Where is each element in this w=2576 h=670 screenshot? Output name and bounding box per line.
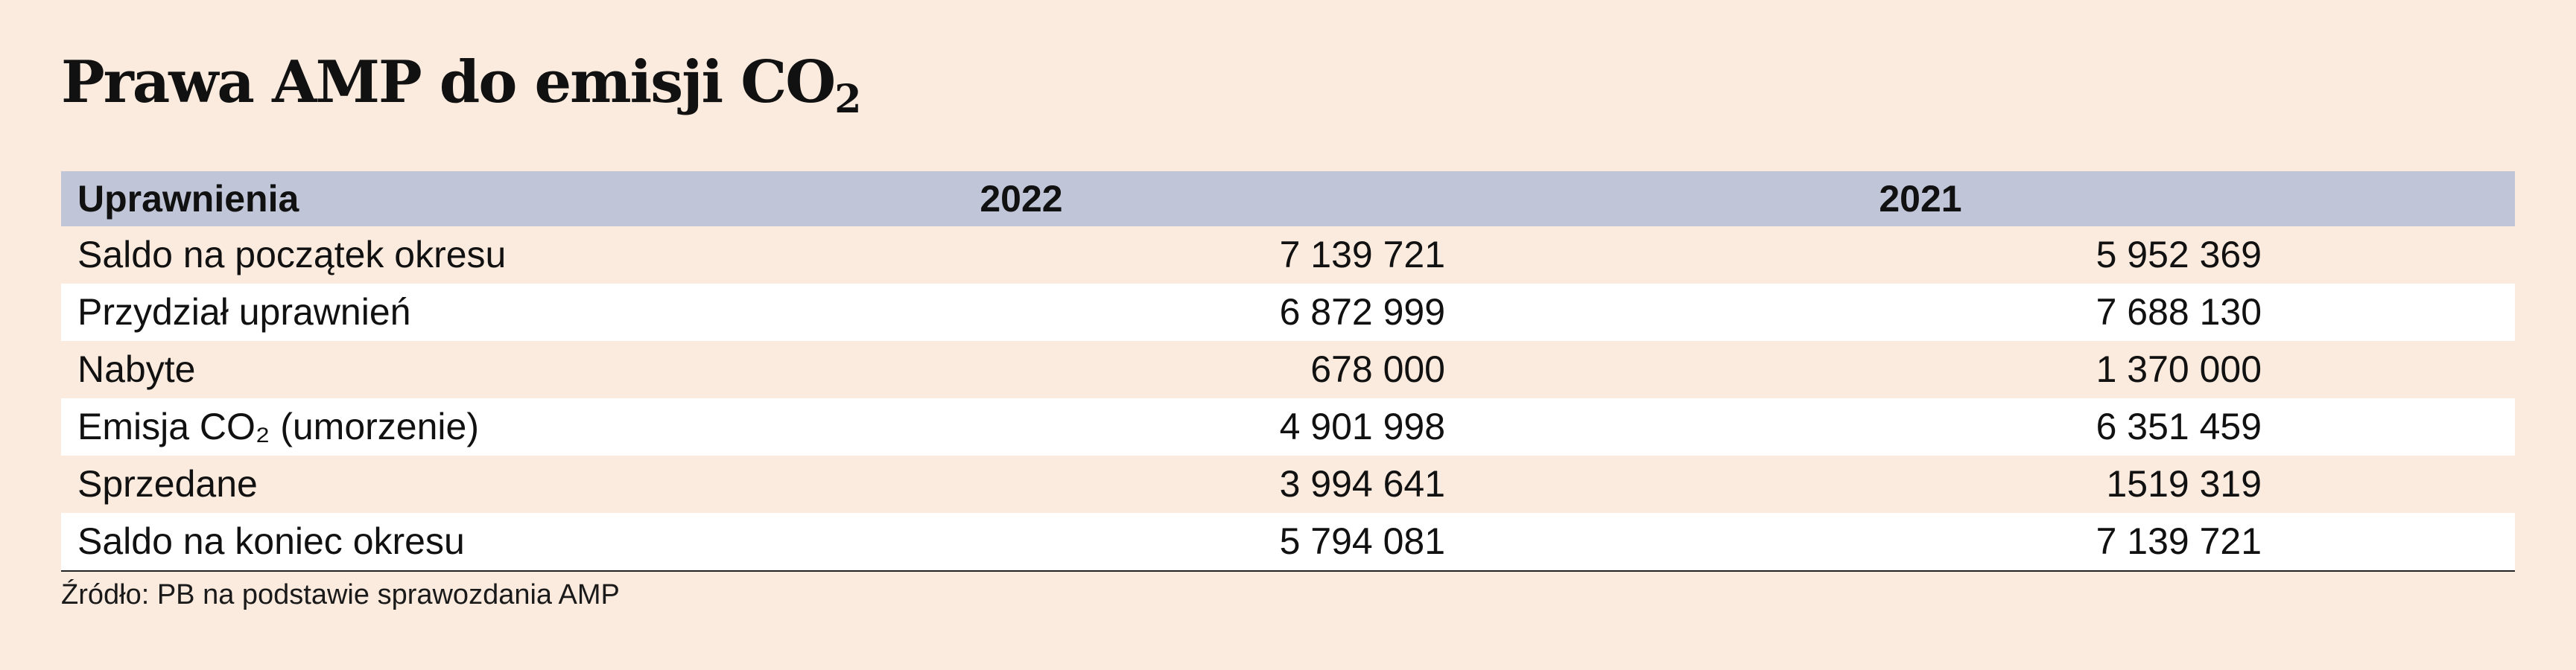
row-label: Sprzedane <box>77 463 258 505</box>
cell-2021: 1 370 000 <box>2096 348 2262 390</box>
cell-2022: 6 872 999 <box>1279 291 1445 333</box>
column-header-2022: 2022 <box>980 178 1063 220</box>
cell-2022: 678 000 <box>1310 348 1445 390</box>
row-label: Saldo na koniec okresu <box>61 513 508 572</box>
table-header-row: Uprawnienia 2022 2021 <box>61 171 2515 226</box>
table-row: Saldo na początek okresu 7 139 721 5 952… <box>61 226 2515 284</box>
cell-2021: 6 351 459 <box>2096 406 2262 447</box>
row-spacer <box>2262 456 2515 513</box>
column-header-label: Uprawnienia <box>77 178 299 220</box>
table-row: Przydział uprawnień 6 872 999 7 688 130 <box>61 284 2515 341</box>
cell-2022: 3 994 641 <box>1279 463 1445 505</box>
row-spacer <box>2262 284 2515 341</box>
cell-2021: 7 139 721 <box>1445 513 2262 572</box>
header-spacer <box>2262 171 2515 226</box>
cell-2022: 4 901 998 <box>1279 406 1445 447</box>
chart-title-subscript: 2 <box>834 77 861 122</box>
table-row: Saldo na koniec okresu 5 794 081 7 139 7… <box>61 513 2515 572</box>
cell-2022: 7 139 721 <box>1279 234 1445 275</box>
column-header-2021: 2021 <box>1879 178 1962 220</box>
row-spacer <box>2262 513 2515 572</box>
table-row: Nabyte 678 000 1 370 000 <box>61 341 2515 398</box>
table-row: Sprzedane 3 994 641 1519 319 <box>61 456 2515 513</box>
cell-2021: 7 688 130 <box>2096 291 2262 333</box>
table-row: Emisja CO₂ (umorzenie) 4 901 998 6 351 4… <box>61 398 2515 456</box>
cell-2021: 5 952 369 <box>2096 234 2262 275</box>
row-spacer <box>2262 341 2515 398</box>
chart-title-main: Prawa AMP do emisji CO <box>61 48 836 116</box>
chart-title: Prawa AMP do emisji CO2 <box>61 54 861 119</box>
row-label: Przydział uprawnień <box>77 291 411 333</box>
source-note: Źródło: PB na podstawie sprawozdania AMP <box>61 579 620 610</box>
cell-2021: 1519 319 <box>2106 463 2262 505</box>
row-label: Nabyte <box>77 348 196 390</box>
row-label: Emisja CO₂ (umorzenie) <box>77 406 479 447</box>
row-label: Saldo na początek okresu <box>77 234 507 275</box>
row-spacer <box>2262 398 2515 456</box>
cell-2022: 5 794 081 <box>508 513 1445 572</box>
row-spacer <box>2262 226 2515 284</box>
data-table: Uprawnienia 2022 2021 Saldo na początek … <box>61 171 2515 572</box>
